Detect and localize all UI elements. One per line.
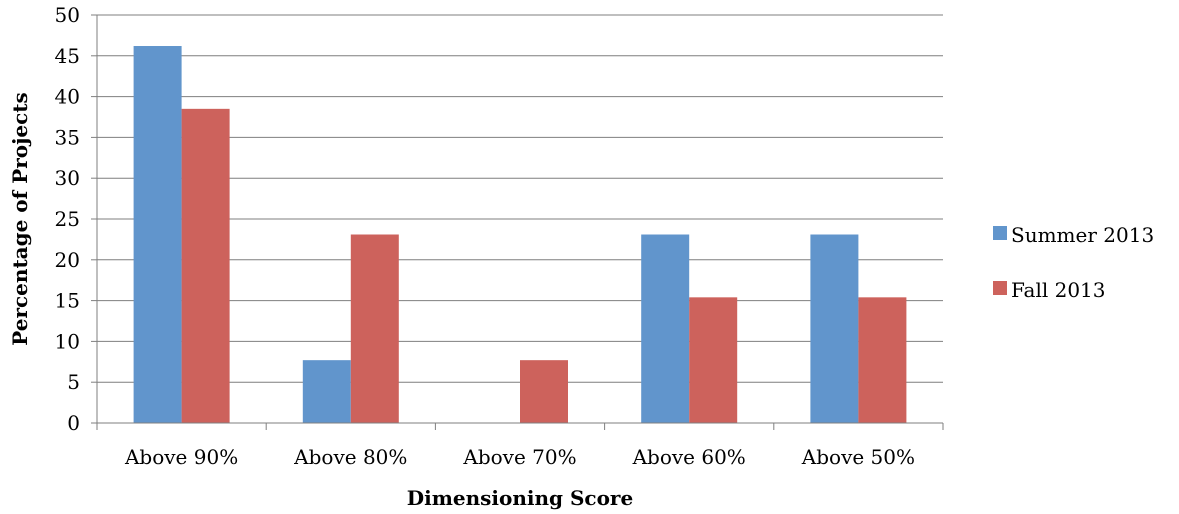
bar-summer-2013 bbox=[641, 234, 690, 423]
bars bbox=[133, 46, 907, 424]
y-tick-label: 20 bbox=[55, 248, 80, 272]
legend-swatch bbox=[993, 281, 1007, 295]
y-tick-label: 5 bbox=[67, 370, 80, 394]
y-tick-label: 15 bbox=[55, 289, 80, 313]
y-tick-label: 25 bbox=[55, 207, 80, 231]
x-tick-label: Above 50% bbox=[801, 445, 915, 469]
bar-fall-2013 bbox=[858, 297, 907, 423]
x-tick-label: Above 70% bbox=[462, 445, 576, 469]
y-tick-label: 10 bbox=[55, 329, 80, 353]
y-tick-label: 35 bbox=[55, 125, 80, 149]
legend: Summer 2013 Fall 2013 bbox=[993, 223, 1154, 302]
x-axis-title: Dimensioning Score bbox=[407, 486, 633, 510]
bar-summer-2013 bbox=[133, 46, 182, 424]
legend-swatch bbox=[993, 226, 1007, 240]
axes bbox=[96, 15, 943, 424]
bar-fall-2013 bbox=[181, 108, 230, 423]
x-tick-label: Above 80% bbox=[293, 445, 407, 469]
bar-summer-2013 bbox=[810, 234, 859, 423]
y-tick-label: 50 bbox=[55, 3, 80, 27]
y-tick-label: 45 bbox=[55, 44, 80, 68]
legend-label: Fall 2013 bbox=[1011, 278, 1106, 302]
x-tick-labels: Above 90% Above 80% Above 70% Above 60% Abov… bbox=[124, 445, 915, 469]
y-tick-labels: 0 5 10 15 20 25 30 35 40 45 50 bbox=[55, 3, 80, 435]
y-tick-label: 0 bbox=[67, 411, 80, 435]
x-tick-label: Above 60% bbox=[632, 445, 746, 469]
bar-fall-2013 bbox=[689, 297, 738, 423]
x-tick-label: Above 90% bbox=[124, 445, 238, 469]
bar-fall-2013 bbox=[520, 360, 568, 423]
bar-summer-2013 bbox=[302, 360, 351, 423]
legend-label: Summer 2013 bbox=[1011, 223, 1154, 247]
bar-fall-2013 bbox=[350, 234, 399, 423]
gridlines bbox=[91, 14, 944, 430]
y-tick-label: 40 bbox=[55, 85, 80, 109]
y-axis-title: Percentage of Projects bbox=[8, 92, 32, 346]
y-tick-label: 30 bbox=[55, 166, 80, 190]
